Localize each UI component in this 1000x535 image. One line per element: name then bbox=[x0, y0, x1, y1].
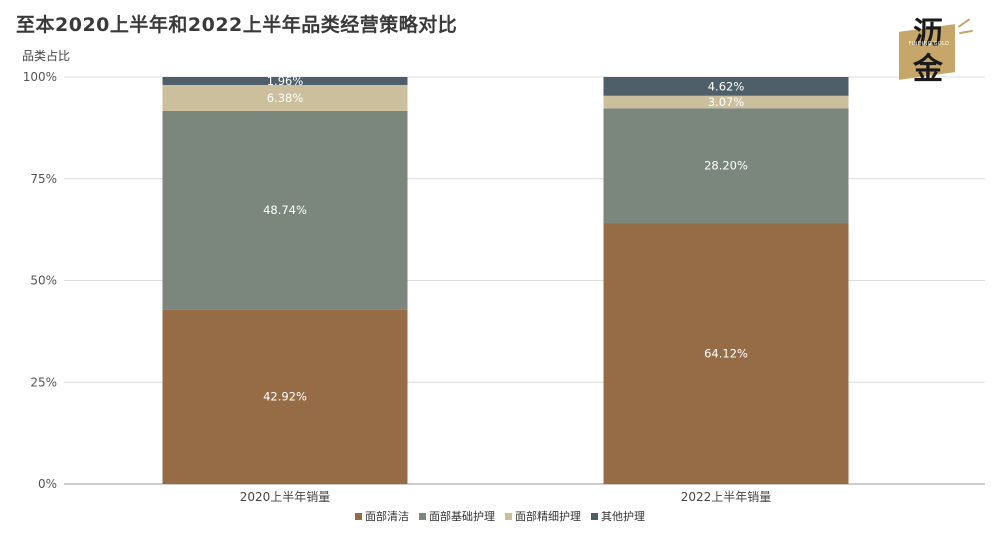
legend-item: 面部基础护理 bbox=[419, 508, 495, 524]
y-tick-label: 75% bbox=[30, 172, 57, 186]
legend-item: 面部清洁 bbox=[355, 508, 409, 524]
data-label: 28.20% bbox=[704, 159, 748, 173]
x-tick-label: 2020上半年销量 bbox=[240, 490, 331, 504]
bar-segment bbox=[162, 309, 408, 484]
y-axis-label: 品类占比 bbox=[22, 49, 71, 63]
y-tick-label: 25% bbox=[30, 375, 57, 389]
y-tick-label: 50% bbox=[30, 274, 57, 288]
legend-item: 面部精细护理 bbox=[505, 508, 581, 524]
data-label: 6.38% bbox=[267, 91, 304, 105]
bar-segment bbox=[162, 77, 408, 85]
data-label: 4.62% bbox=[708, 79, 745, 93]
legend-swatch bbox=[419, 512, 426, 520]
bar-segment bbox=[603, 223, 849, 484]
logo-char-top: 沥 bbox=[913, 16, 943, 51]
brand-logo: 沥 FINDING GOLD 金 bbox=[893, 8, 975, 87]
data-label: 64.12% bbox=[704, 347, 748, 361]
chart-title: 至本2020上半年和2022上半年品类经营策略对比 bbox=[16, 14, 458, 36]
y-tick-label: 0% bbox=[38, 477, 57, 491]
bar-segment bbox=[603, 77, 849, 96]
data-label: 48.74% bbox=[263, 203, 307, 217]
chart-legend: 面部清洁 面部基础护理 面部精细护理 其他护理 bbox=[0, 508, 1000, 524]
legend-label: 面部清洁 bbox=[365, 510, 409, 523]
bar-segment bbox=[162, 84, 408, 111]
x-tick-label: 2022上半年销量 bbox=[681, 490, 772, 504]
logo-char-bottom: 金 bbox=[913, 52, 943, 87]
y-tick-label: 100% bbox=[23, 70, 57, 84]
bar-segment bbox=[162, 110, 408, 310]
data-label: 42.92% bbox=[263, 390, 307, 404]
bar-segment bbox=[603, 95, 849, 109]
data-label: 1.96% bbox=[267, 74, 304, 88]
logo-subtext: FINDING GOLD bbox=[908, 41, 950, 47]
legend-label: 其他护理 bbox=[601, 510, 645, 523]
bar-segment bbox=[603, 108, 849, 224]
legend-swatch bbox=[591, 512, 598, 520]
legend-swatch bbox=[355, 512, 362, 520]
data-label: 3.07% bbox=[708, 95, 745, 109]
legend-item: 其他护理 bbox=[591, 508, 645, 524]
legend-label: 面部精细护理 bbox=[515, 510, 581, 523]
legend-label: 面部基础护理 bbox=[429, 510, 495, 523]
legend-swatch bbox=[505, 512, 512, 520]
